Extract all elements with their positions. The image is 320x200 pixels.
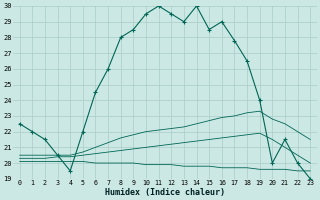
X-axis label: Humidex (Indice chaleur): Humidex (Indice chaleur)	[105, 188, 225, 197]
